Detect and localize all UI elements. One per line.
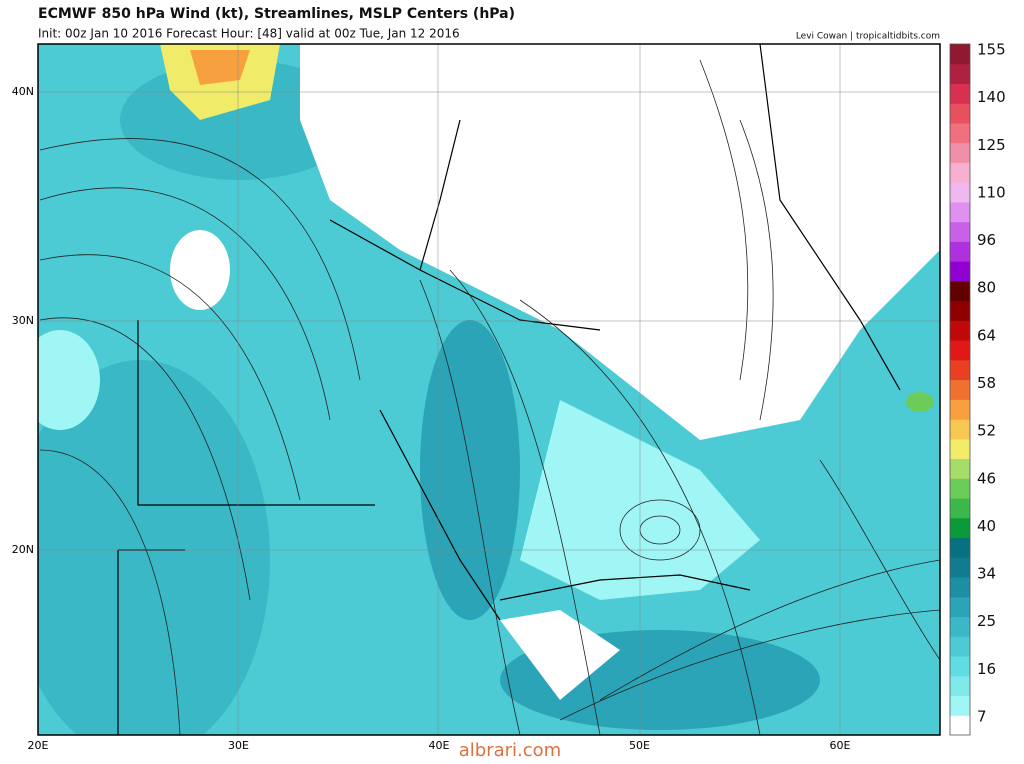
map (38, 44, 940, 735)
colorbar-segment (950, 419, 970, 440)
colorbar-label: 16 (977, 660, 996, 678)
colorbar-segment (950, 478, 970, 499)
colorbar-segment (950, 44, 970, 65)
colorbar-label: 125 (977, 136, 1006, 154)
colorbar-segment (950, 675, 970, 697)
colorbar-segment (950, 695, 970, 716)
colorbar-segment (950, 577, 970, 598)
colorbar: 7 16 25 34 40 46 52 58 64 80 96 110 125 140 155 (949, 41, 1006, 736)
lon-label: 40E (429, 739, 450, 752)
colorbar-segment (950, 103, 970, 124)
colorbar-segment (950, 616, 970, 637)
colorbar-segment (950, 142, 970, 163)
colorbar-segment (950, 300, 970, 321)
colorbar-label: 52 (977, 422, 996, 440)
colorbar-label: 58 (977, 374, 996, 392)
colorbar-segment (950, 557, 970, 578)
colorbar-segment (950, 340, 970, 361)
colorbar-segment (950, 320, 970, 341)
lat-label: 20N (12, 543, 34, 556)
colorbar-label: 96 (977, 231, 996, 249)
colorbar-label: 34 (977, 565, 996, 583)
colorbar-segment (950, 63, 970, 84)
subtitle: Init: 00z Jan 10 2016 Forecast Hour: [48… (38, 27, 460, 41)
colorbar-label: 64 (977, 326, 996, 344)
colorbar-segment (950, 438, 970, 460)
lon-label: 30E (228, 739, 249, 752)
lon-label: 20E (28, 739, 49, 752)
colorbar-segment (950, 517, 970, 539)
colorbar-frame (949, 43, 971, 736)
lon-label: 50E (629, 739, 650, 752)
colorbar-segment (950, 162, 970, 183)
colorbar-label: 110 (977, 183, 1006, 201)
colorbar-segment (950, 656, 970, 677)
lat-label: 30N (12, 314, 34, 327)
colorbar-label: 40 (977, 517, 996, 535)
colorbar-segment (950, 596, 970, 618)
lat-label: 40N (12, 85, 34, 98)
map-frame (37, 43, 941, 736)
colorbar-segment (950, 537, 970, 558)
colorbar-segment (950, 280, 970, 302)
colorbar-segment (950, 498, 970, 519)
colorbar-segment (950, 379, 970, 400)
colorbar-segment (950, 399, 970, 420)
colorbar-segment (950, 221, 970, 242)
colorbar-segment (950, 458, 970, 479)
colorbar-label: 46 (977, 469, 996, 487)
colorbar-label: 155 (977, 41, 1006, 59)
colorbar-label: 7 (977, 708, 987, 726)
colorbar-segment (950, 715, 970, 736)
credit: Levi Cowan | tropicaltidbits.com (796, 32, 940, 42)
watermark: albrari.com (459, 740, 561, 760)
colorbar-segment (950, 636, 970, 657)
colorbar-segment (950, 201, 970, 223)
colorbar-segment (950, 122, 970, 144)
colorbar-segment (950, 359, 970, 381)
colorbar-segment (950, 83, 970, 104)
colorbar-segment (950, 241, 970, 262)
colorbar-segment (950, 261, 970, 282)
title: ECMWF 850 hPa Wind (kt), Streamlines, MS… (38, 6, 515, 22)
colorbar-label: 25 (977, 612, 996, 630)
map-labels: 40N 30N 20N 20E 30E 40E 50E 60E (12, 85, 851, 752)
colorbar-segment (950, 182, 970, 203)
lon-label: 60E (830, 739, 851, 752)
colorbar-label: 140 (977, 88, 1006, 106)
colorbar-label: 80 (977, 279, 996, 297)
